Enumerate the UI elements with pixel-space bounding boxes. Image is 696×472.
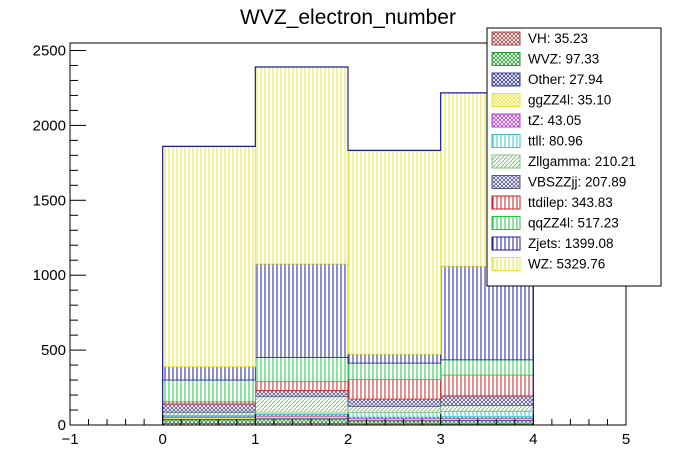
legend-label: tZ: 43.05 [528, 113, 581, 128]
bar-segment [254, 357, 349, 382]
legend-label: WZ: 5329.76 [528, 257, 605, 272]
bar-segment [440, 395, 534, 406]
chart-title: WVZ_electron_number [240, 6, 456, 29]
bar-segment [254, 263, 349, 358]
bar-segment [254, 418, 349, 424]
bar-segment [347, 379, 442, 400]
legend-label: ttdilep: 343.83 [528, 195, 613, 210]
legend-swatch [491, 72, 521, 87]
bar-segment [347, 150, 442, 355]
bar-segment [440, 404, 534, 412]
legend-swatch [491, 257, 521, 271]
x-tick-label: 0 [158, 431, 166, 448]
legend-label: VBSZZjj: 207.89 [528, 175, 626, 190]
legend-swatch [491, 154, 521, 169]
x-tick-label: 2 [344, 431, 352, 448]
legend-label: ggZZ4l: 35.10 [528, 93, 611, 108]
legend-label: Zllgamma: 210.21 [528, 154, 636, 169]
legend: VH: 35.23 WVZ: 97.33 Other: 27.94 ggZZ4l: 3… [486, 27, 662, 287]
bar-segment [162, 379, 256, 403]
legend-label: VH: 35.23 [528, 31, 588, 46]
y-tick-label: 0 [58, 417, 66, 434]
bar-segment [254, 390, 349, 397]
y-tick-label: 500 [41, 342, 66, 359]
legend-swatch [491, 52, 521, 66]
legend-label: qqZZ4l: 517.23 [528, 216, 619, 231]
legend-swatch [491, 113, 521, 128]
bar-segment [347, 353, 442, 364]
bar-segment [347, 398, 442, 407]
bar-segment [347, 362, 442, 381]
bar-segment [347, 406, 442, 413]
y-tick-label: 2500 [33, 42, 66, 59]
legend-swatch [491, 93, 521, 107]
legend-label: ttll: 80.96 [528, 134, 583, 149]
bar-segment [254, 66, 349, 265]
bar-segment [162, 411, 256, 416]
bar-segment [162, 403, 256, 413]
x-tick-label: 5 [622, 431, 630, 448]
x-tick-label: 3 [436, 431, 444, 448]
bar-segment [162, 419, 256, 424]
x-tick-label: 1 [251, 431, 259, 448]
legend-label: Zjets: 1399.08 [528, 236, 614, 251]
y-tick-label: 1000 [33, 267, 66, 284]
bar-segment [162, 145, 256, 367]
bar-segment [347, 420, 442, 425]
x-tick-label: 4 [529, 431, 537, 448]
y-tick-label: 1500 [33, 192, 66, 209]
bar-segment [440, 374, 534, 397]
y-tick-label: 2000 [33, 117, 66, 134]
legend-swatch [491, 175, 521, 189]
legend-label: WVZ: 97.33 [528, 52, 599, 67]
legend-label: Other: 27.94 [528, 72, 604, 87]
bar-segment [254, 381, 349, 391]
legend-swatch [491, 195, 521, 210]
bar-segment [440, 410, 534, 418]
x-tick-label: −1 [61, 431, 78, 448]
bar-segment [162, 366, 256, 381]
bar-segment [254, 396, 349, 414]
legend-swatch [491, 31, 521, 46]
legend-swatch [491, 134, 521, 148]
bar-segment [440, 420, 534, 425]
legend-swatch [491, 236, 521, 251]
bar-segment [347, 412, 442, 418]
legend-swatch [491, 216, 521, 230]
bar-segment [440, 359, 534, 376]
